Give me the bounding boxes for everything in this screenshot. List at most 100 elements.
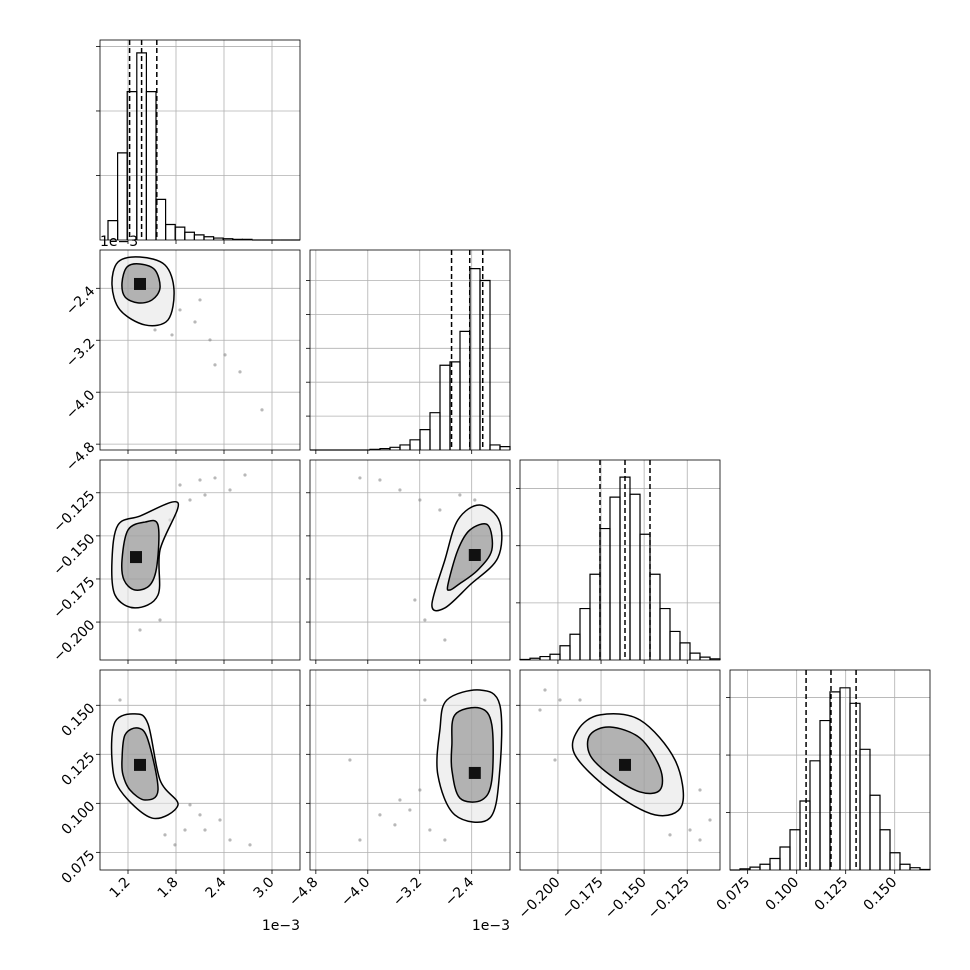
hist-bin (869, 794, 881, 870)
sample-point (178, 483, 182, 487)
y-tick-label: 0.100 (59, 798, 99, 838)
sample-point (668, 833, 672, 837)
panel (306, 249, 511, 454)
x-tick-label: −4.0 (338, 874, 373, 909)
hist-bin (419, 429, 431, 450)
hist-bin (569, 633, 581, 660)
hist-bin (649, 573, 661, 660)
sample-point (378, 478, 382, 482)
x-tick-label: 2.4 (203, 874, 230, 901)
hist-bin (193, 234, 205, 240)
panel-frame (309, 669, 511, 871)
hist-bin (789, 829, 801, 870)
sample-point (708, 818, 712, 822)
hist-bin (399, 444, 411, 450)
sample-point (443, 838, 447, 842)
sample-point (163, 833, 167, 837)
panel (96, 39, 301, 244)
panel-frame (309, 459, 511, 661)
hist-bin (809, 760, 821, 870)
sample-point (173, 843, 177, 847)
sample-point (248, 843, 252, 847)
hist-bin (579, 607, 591, 660)
hist-bin (589, 573, 601, 660)
hist-bin (659, 607, 671, 660)
sample-point (418, 788, 422, 792)
panel-frame (519, 669, 721, 871)
hist-bin (849, 702, 861, 870)
sample-point (348, 758, 352, 762)
hist-bin (499, 446, 511, 450)
panel: 0.075 0.100 0.125 0.150 (714, 669, 931, 914)
panel: −0.200−0.175−0.150−0.125 (50, 459, 301, 665)
hist-bin (165, 223, 176, 240)
density-peak (468, 549, 481, 561)
sample-point (688, 828, 692, 832)
sample-point (193, 320, 197, 324)
sample-point (218, 818, 222, 822)
y-tick-label: −4.0 (63, 387, 98, 422)
sample-point (138, 628, 142, 632)
sample-point (378, 813, 382, 817)
sample-point (398, 488, 402, 492)
hist-bin (439, 364, 451, 450)
hist-bin (689, 652, 701, 660)
x-offset-label: 1e−3 (262, 918, 300, 934)
sample-point (358, 838, 362, 842)
hist-bin (117, 152, 128, 240)
sample-point (458, 493, 462, 497)
hist-bin (859, 748, 871, 870)
y-tick-label: −0.200 (50, 617, 98, 665)
panel-frame (99, 669, 301, 871)
panel (516, 459, 721, 664)
sample-point (398, 798, 402, 802)
sample-point (358, 476, 362, 480)
x-tick-label: 1.8 (155, 874, 182, 901)
sample-point (238, 370, 242, 374)
hist-bin (145, 91, 157, 240)
hist-bin (669, 630, 681, 660)
hist-bin (769, 857, 781, 870)
sample-point (443, 638, 447, 642)
hist-bin (126, 91, 138, 240)
sample-point (198, 813, 202, 817)
hist-bin (479, 279, 491, 450)
hist-bin (749, 866, 761, 870)
hist-bin (839, 687, 851, 870)
hist-bin (699, 656, 711, 660)
panel-frame (519, 459, 721, 661)
x-tick-label: −3.2 (390, 874, 425, 909)
x-tick-label: 0.075 (714, 874, 754, 914)
sample-point (408, 808, 412, 812)
panel: −4.8 −4.0 −3.2 −2.4 1e−3 (286, 669, 511, 934)
hist-bin (409, 439, 421, 450)
hist-bin (609, 496, 621, 660)
y-tick-label: 0.125 (59, 749, 99, 789)
sample-point (423, 698, 427, 702)
y-offset-label: 1e−3 (100, 234, 138, 250)
hist-bin (184, 231, 195, 240)
sample-point (260, 408, 264, 412)
hist-bin (174, 226, 186, 240)
hist-bin (679, 642, 691, 660)
y-tick-label: 0.075 (59, 847, 99, 887)
hist-bin (203, 236, 215, 240)
hist-bin (459, 330, 471, 450)
hist-bin (629, 493, 641, 660)
sample-point (438, 508, 442, 512)
hist-bin (559, 645, 571, 660)
sample-point (198, 298, 202, 302)
sample-point (243, 473, 247, 477)
panel-frame (99, 459, 301, 661)
panel: −4.8 −4.0 −3.2 −2.4 1e−3 (63, 234, 301, 475)
sample-point (543, 688, 547, 692)
x-tick-label: −0.125 (645, 874, 693, 922)
y-tick-label: −4.8 (63, 439, 98, 474)
sample-point (393, 823, 397, 827)
sample-point (418, 498, 422, 502)
hist-bin (549, 653, 561, 660)
hist-bin (779, 846, 791, 870)
density-peak (130, 551, 142, 564)
panel-frame (99, 39, 301, 241)
sample-point (553, 758, 557, 762)
